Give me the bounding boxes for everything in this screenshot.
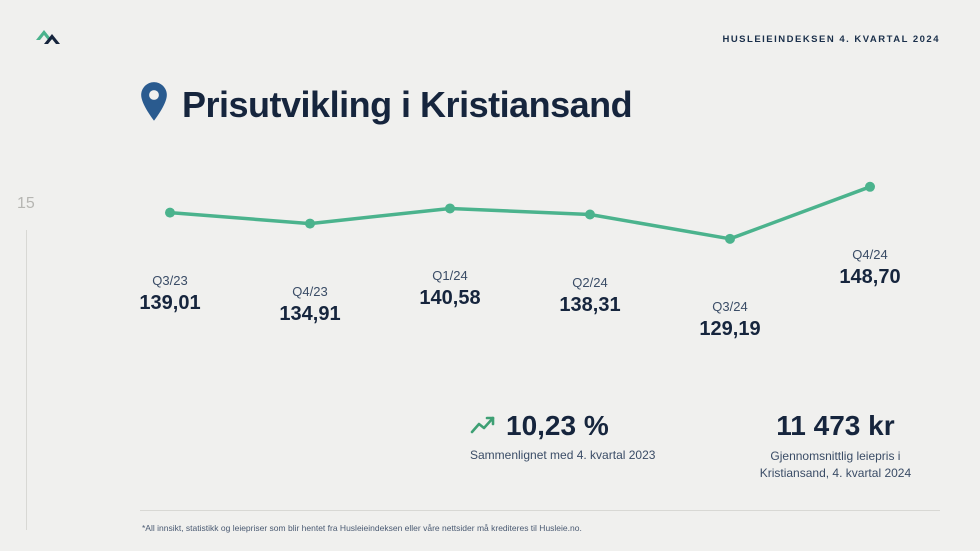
chart-point-value: 140,58 <box>419 287 480 310</box>
chart-point-period: Q4/24 <box>839 247 900 262</box>
chart-point-label: Q1/24 140,58 <box>419 268 480 310</box>
stat-change-value: 10,23 % <box>506 410 609 442</box>
page-title: Prisutvikling i Kristiansand <box>140 82 632 127</box>
chart-point-label: Q3/24 129,19 <box>699 299 760 341</box>
chart-point-period: Q1/24 <box>419 268 480 283</box>
chart-point-label: Q4/24 148,70 <box>839 247 900 289</box>
chart-point-value: 139,01 <box>139 292 200 315</box>
trend-up-icon <box>470 410 496 442</box>
header-label: HUSLEIEINDEKSEN 4. KVARTAL 2024 <box>722 34 940 45</box>
stats-row: 10,23 % Sammenlignet med 4. kvartal 2023… <box>470 410 935 482</box>
stat-change-subtitle: Sammenlignet med 4. kvartal 2023 <box>470 448 655 462</box>
chart-point-period: Q4/23 <box>279 284 340 299</box>
chart-point-value: 148,70 <box>839 266 900 289</box>
brand-logo <box>36 28 62 51</box>
chart-point-period: Q2/24 <box>559 275 620 290</box>
page-index: 15 <box>17 195 35 213</box>
footnote: *All innsikt, statistikk og leiepriser s… <box>142 523 582 533</box>
chart-point-period: Q3/23 <box>139 273 200 288</box>
chart-point-value: 134,91 <box>279 303 340 326</box>
chart-point-value: 138,31 <box>559 294 620 317</box>
bottom-rule <box>140 510 940 511</box>
chart-point-period: Q3/24 <box>699 299 760 314</box>
location-pin-icon <box>140 82 168 127</box>
stat-average-value: 11 473 kr <box>776 410 894 442</box>
chart-point-value: 129,19 <box>699 318 760 341</box>
chart-point-label: Q4/23 134,91 <box>279 284 340 326</box>
stat-average-subtitle: Gjennomsnittlig leiepris i Kristiansand,… <box>735 448 935 482</box>
title-text: Prisutvikling i Kristiansand <box>182 84 632 126</box>
price-chart: Q3/23 139,01 Q4/23 134,91 Q1/24 140,58 Q2/24 13… <box>120 140 920 360</box>
chart-point-label: Q3/23 139,01 <box>139 273 200 315</box>
chart-point-label: Q2/24 138,31 <box>559 275 620 317</box>
stat-change: 10,23 % Sammenlignet med 4. kvartal 2023 <box>470 410 655 462</box>
left-rule <box>26 230 27 530</box>
stat-average: 11 473 kr Gjennomsnittlig leiepris i Kri… <box>735 410 935 482</box>
